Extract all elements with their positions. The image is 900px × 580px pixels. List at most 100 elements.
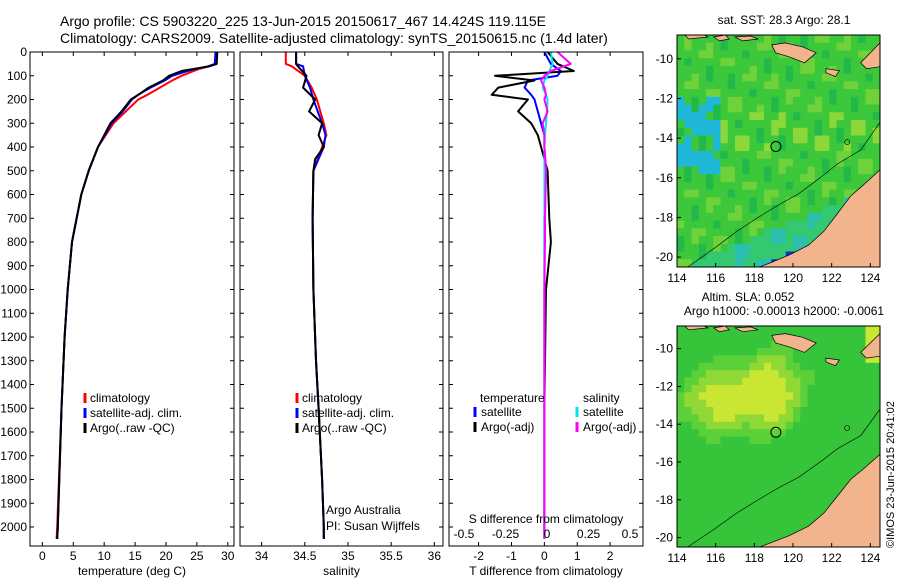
map2-cell — [735, 517, 743, 526]
map2-cell — [742, 451, 750, 459]
map1-cell — [785, 104, 794, 113]
map2-cell — [735, 495, 743, 504]
map2-cell — [851, 348, 859, 356]
map1-cell — [735, 181, 743, 191]
map1-cell — [764, 197, 772, 206]
map1-cell — [735, 158, 743, 167]
panel1-xtick-label: 10 — [98, 549, 112, 563]
map1-cell — [778, 236, 787, 245]
map2-cell — [771, 362, 779, 371]
map2-cell — [807, 362, 816, 371]
map2-cell — [843, 362, 852, 371]
map1-cell — [698, 259, 707, 267]
map1-cell — [793, 73, 801, 82]
map2-cell — [713, 524, 721, 533]
map1-cell — [814, 135, 823, 144]
map1-cell — [851, 151, 859, 160]
map2-cell — [727, 539, 736, 547]
map2-cell — [764, 465, 772, 474]
map2-cell — [836, 458, 845, 467]
map2-cell — [756, 429, 765, 437]
map2-cell — [677, 524, 685, 533]
map2-cell — [764, 421, 772, 430]
map1-cell — [684, 50, 692, 59]
map1-cell — [727, 42, 736, 51]
map2-cell — [756, 407, 765, 415]
map1-cell — [814, 151, 823, 160]
map1-cell — [836, 189, 845, 198]
map2-cell — [706, 524, 714, 533]
map2-cell — [735, 510, 743, 518]
map1-cell — [742, 81, 750, 90]
map1-cell — [800, 220, 808, 229]
map2-cell — [793, 414, 801, 423]
map2-cell — [814, 421, 823, 430]
map1-cell — [698, 166, 707, 175]
map2-cell — [713, 458, 721, 467]
map2-cell — [727, 517, 736, 526]
map1-cell — [771, 228, 779, 237]
panel1-legend-label: satellite-adj. clim. — [90, 406, 182, 420]
map2-cell — [865, 458, 874, 467]
map1-cell — [807, 228, 816, 237]
map1-cell — [677, 58, 685, 67]
map1-cell — [858, 89, 866, 98]
map1-cell — [764, 220, 772, 229]
map2-cell — [793, 451, 801, 459]
map1-cell — [843, 73, 852, 82]
map2-cell — [800, 488, 808, 496]
map1-cell — [735, 120, 743, 129]
map2-cell — [822, 362, 830, 371]
map2-cell — [771, 407, 779, 415]
map2-cell — [865, 384, 874, 393]
map1-cell — [793, 189, 801, 198]
map2-cell — [771, 414, 779, 423]
map2-cell — [756, 399, 765, 408]
map2-cell — [742, 340, 750, 349]
map1-cell — [865, 166, 874, 175]
map2-cell — [778, 326, 787, 334]
map1-cell — [858, 104, 866, 113]
map2-cell — [756, 532, 765, 541]
map1-cell — [749, 143, 758, 152]
panel3-legend-header-salinity: salinity — [583, 391, 620, 405]
map2-cell — [677, 348, 685, 356]
map2-cell — [793, 473, 801, 482]
map2-cell — [785, 348, 794, 356]
map1-cell — [843, 58, 852, 67]
map2-cell — [735, 348, 743, 356]
panel3-series-1-line — [490, 52, 575, 539]
map1-cell — [691, 73, 700, 82]
map2-cell — [749, 421, 758, 430]
map1-cell — [720, 205, 729, 214]
map1-cell — [706, 73, 714, 82]
map2-cell — [843, 348, 852, 356]
map2-cell — [764, 488, 772, 496]
map1-cell — [735, 243, 743, 252]
map2-cell — [677, 362, 685, 371]
figure-title-line1: Argo profile: CS 5903220_225 13-Jun-2015… — [60, 13, 546, 29]
map1-cell — [756, 65, 765, 75]
map2-cell — [851, 340, 859, 349]
map2-cell — [720, 340, 729, 349]
map1-cell — [822, 151, 830, 160]
map1-cell — [720, 228, 729, 237]
map1-cell — [727, 112, 736, 121]
map2-cell — [793, 443, 801, 452]
map2-cell — [691, 414, 700, 423]
map1-cell — [720, 189, 729, 198]
map2-cell — [829, 480, 837, 489]
map1-cell — [851, 127, 859, 136]
panel1-ytick-label: 1900 — [0, 496, 27, 510]
map1-cell — [778, 174, 787, 183]
map2-cell — [742, 488, 750, 496]
map1-cell — [778, 220, 787, 229]
map2-cell — [756, 421, 765, 430]
panel1-ytick-label: 1500 — [0, 401, 27, 415]
map1-cell — [807, 120, 816, 129]
map2-cell — [677, 429, 685, 437]
map2-cell — [865, 429, 874, 437]
map2-cell — [756, 326, 765, 334]
map1-cell — [836, 135, 845, 144]
map2-cell — [807, 473, 816, 482]
